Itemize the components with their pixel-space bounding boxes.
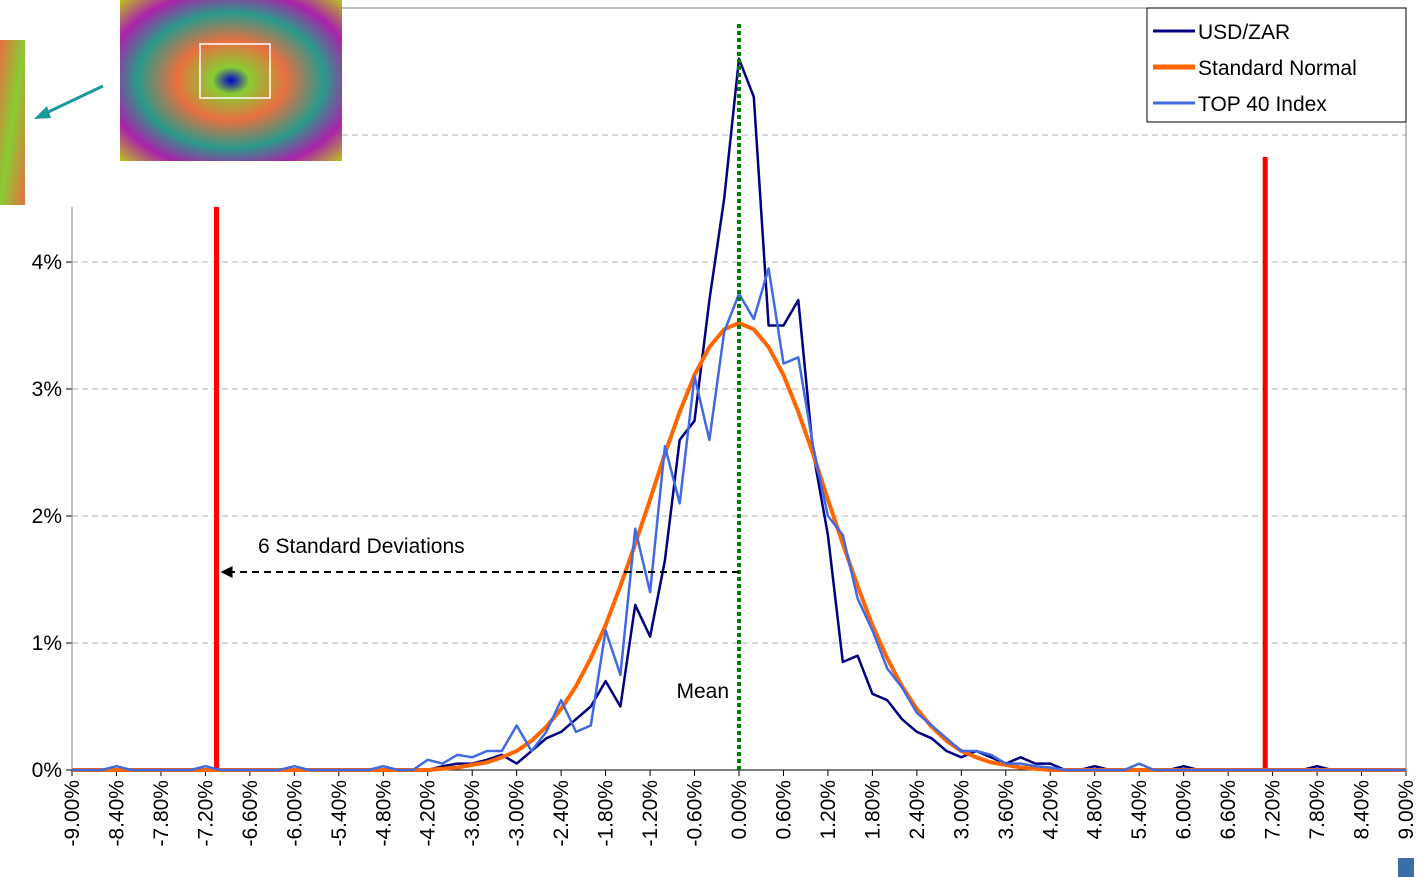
x-tick-label: -7.80% bbox=[150, 780, 173, 847]
plot-area: 0%1%2%3%4%5%6%-9.00%-8.40%-7.80%-7.20%-6… bbox=[32, 0, 1418, 847]
y-tick-label: 0% bbox=[32, 759, 62, 782]
x-tick-label: -0.60% bbox=[684, 780, 707, 847]
x-tick-label: -6.60% bbox=[239, 780, 262, 847]
x-tick-label: 7.80% bbox=[1306, 780, 1329, 840]
zoom-arrow-head bbox=[34, 106, 51, 119]
annotation: Mean bbox=[676, 680, 729, 703]
arrow-head bbox=[220, 566, 233, 578]
x-tick-label: 7.20% bbox=[1262, 780, 1285, 840]
legend-label: TOP 40 Index bbox=[1198, 93, 1327, 116]
x-tick-label: -8.40% bbox=[105, 780, 128, 847]
x-tick-label: 0.00% bbox=[728, 780, 751, 840]
x-tick-label: -2.40% bbox=[550, 780, 573, 847]
x-tick-label: 2.40% bbox=[906, 780, 929, 840]
x-tick-label: -1.20% bbox=[639, 780, 662, 847]
x-tick-label: -4.20% bbox=[417, 780, 440, 847]
x-tick-label: 6.00% bbox=[1173, 780, 1196, 840]
x-tick-label: -4.80% bbox=[372, 780, 395, 847]
annotation: 6 Standard Deviations bbox=[258, 535, 465, 558]
zoom-box bbox=[199, 43, 271, 99]
x-tick-label: -6.00% bbox=[283, 780, 306, 847]
x-tick-label: 3.00% bbox=[950, 780, 973, 840]
x-tick-label: 9.00% bbox=[1395, 780, 1418, 840]
fractal-image-zoom bbox=[0, 40, 25, 205]
fractal-image bbox=[120, 0, 342, 161]
y-tick-label: 2% bbox=[32, 505, 62, 528]
x-tick-label: 8.40% bbox=[1351, 780, 1374, 840]
corner-icon bbox=[1398, 858, 1414, 877]
x-tick-label: -3.00% bbox=[506, 780, 529, 847]
series-line bbox=[72, 267, 1406, 772]
legend-label: Standard Normal bbox=[1198, 57, 1357, 80]
x-tick-label: -5.40% bbox=[328, 780, 351, 847]
x-tick-label: 5.40% bbox=[1128, 780, 1151, 840]
legend: USD/ZAR Standard Normal TOP 40 Index bbox=[1146, 7, 1407, 123]
x-tick-label: 1.20% bbox=[817, 780, 840, 840]
x-tick-label: 6.60% bbox=[1217, 780, 1240, 840]
x-tick-label: 1.80% bbox=[861, 780, 884, 840]
x-tick-label: 4.80% bbox=[1084, 780, 1107, 840]
x-tick-label: -7.20% bbox=[194, 780, 217, 847]
x-tick-label: 4.20% bbox=[1039, 780, 1062, 840]
y-tick-label: 4% bbox=[32, 251, 62, 274]
x-tick-label: 0.60% bbox=[772, 780, 795, 840]
legend-label: USD/ZAR bbox=[1198, 21, 1290, 44]
y-tick-label: 1% bbox=[32, 632, 62, 655]
y-tick-label: 3% bbox=[32, 378, 62, 401]
x-tick-label: -1.80% bbox=[595, 780, 618, 847]
zoom-arrow bbox=[43, 84, 104, 116]
x-tick-label: 3.60% bbox=[995, 780, 1018, 840]
x-tick-label: -9.00% bbox=[61, 780, 84, 847]
x-tick-label: -3.60% bbox=[461, 780, 484, 847]
